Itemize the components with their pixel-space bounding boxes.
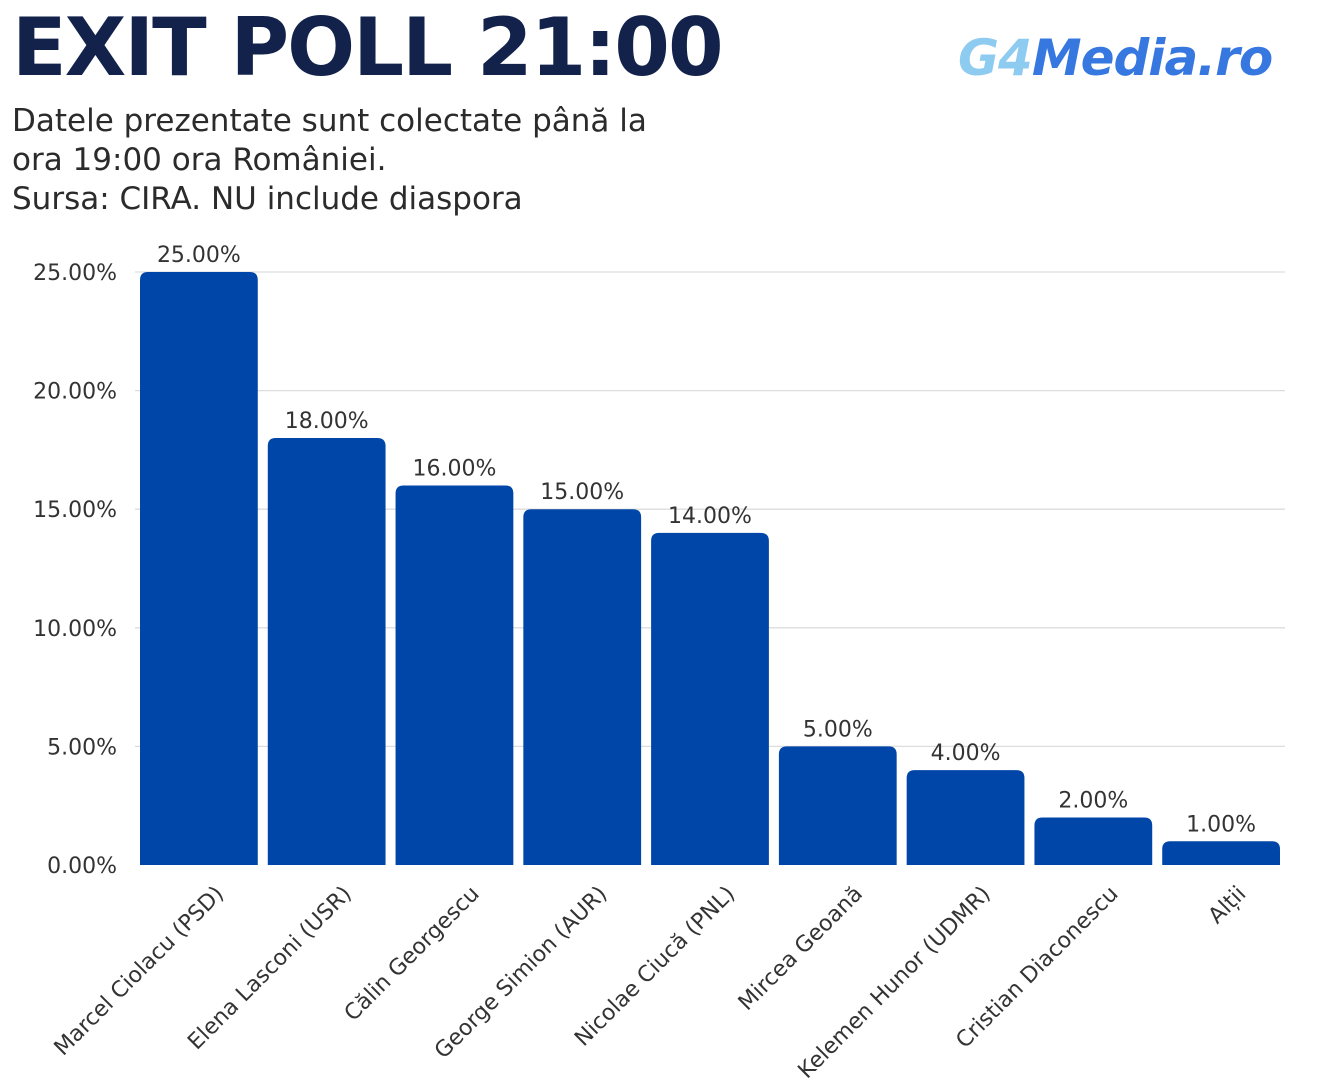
brand-logo-part1: G4 bbox=[958, 29, 1033, 87]
page-title: EXIT POLL 21:00 bbox=[12, 1, 724, 94]
x-category-label: Mircea Geoană bbox=[734, 882, 868, 1016]
x-category-label: Călin Georgescu bbox=[340, 882, 485, 1027]
bar bbox=[778, 746, 897, 865]
subtitle: Datele prezentate sunt colectate până la… bbox=[12, 102, 712, 219]
bar-value-label: 1.00% bbox=[1186, 812, 1256, 837]
subtitle-line: Datele prezentate sunt colectate până la bbox=[12, 103, 647, 139]
bar bbox=[267, 438, 386, 865]
y-tick-label: 5.00% bbox=[47, 735, 117, 760]
y-tick-label: 25.00% bbox=[33, 261, 117, 286]
y-axis-ticks: 0.00% 5.00% 10.00% 15.00% 20.00% 25.00% bbox=[33, 261, 117, 879]
y-tick-label: 20.00% bbox=[33, 380, 117, 405]
bar-value-label: 18.00% bbox=[285, 409, 369, 434]
y-tick-label: 10.00% bbox=[33, 617, 117, 642]
y-tick-label: 15.00% bbox=[33, 498, 117, 523]
brand-logo-part2: Media.ro bbox=[1031, 29, 1273, 87]
bars bbox=[140, 272, 1280, 865]
x-axis-categories: Marcel Ciolacu (PSD)Elena Lasconi (USR)C… bbox=[50, 882, 1252, 1080]
bar bbox=[906, 770, 1025, 865]
bar-value-label: 15.00% bbox=[540, 480, 624, 505]
bar-value-label: 4.00% bbox=[931, 741, 1001, 766]
value-labels: 25.00% 18.00% 16.00% 15.00% 14.00% 5.00% 4.00%… bbox=[157, 243, 1256, 837]
bar bbox=[651, 532, 769, 865]
bar bbox=[395, 485, 514, 865]
bar-value-label: 14.00% bbox=[668, 504, 752, 529]
bar bbox=[140, 272, 258, 865]
brand-logo: G4Media.ro bbox=[958, 26, 1273, 90]
y-tick-label: 0.00% bbox=[47, 854, 117, 879]
bar bbox=[523, 509, 642, 865]
bar-value-label: 5.00% bbox=[803, 717, 873, 742]
x-category-label: Alții bbox=[1204, 882, 1251, 929]
bar-value-label: 25.00% bbox=[157, 243, 241, 268]
bar-value-label: 16.00% bbox=[412, 456, 496, 481]
subtitle-line: Sursa: CIRA. NU include diaspora bbox=[12, 181, 523, 217]
subtitle-line: ora 19:00 ora României. bbox=[12, 142, 387, 178]
bar bbox=[1162, 841, 1280, 865]
bar-value-label: 2.00% bbox=[1058, 789, 1128, 814]
bar bbox=[1034, 817, 1153, 865]
